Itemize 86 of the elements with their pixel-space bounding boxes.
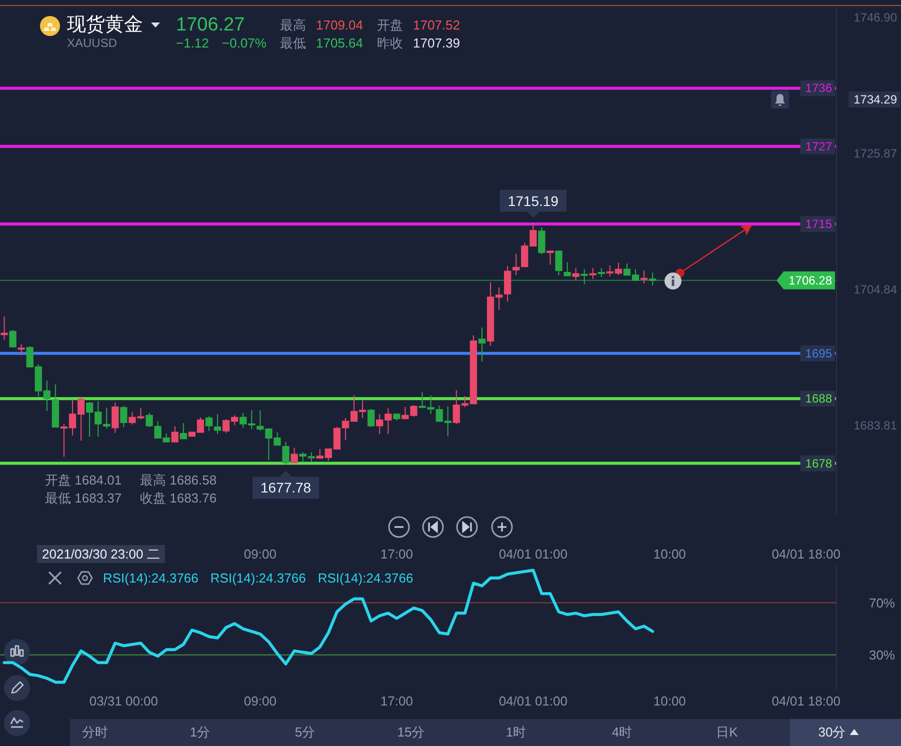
x-tick-label: 10:00	[653, 546, 686, 562]
candlestick	[393, 412, 400, 422]
annotation: 开盘	[377, 18, 403, 32]
text: 分时	[82, 724, 108, 740]
x-tick-label: 17:00	[380, 546, 413, 562]
candlestick	[649, 272, 656, 286]
annotation: 1715.19	[508, 192, 559, 209]
text: 1时	[506, 724, 526, 740]
text: 15分	[397, 724, 425, 740]
annotation: 最低	[280, 36, 306, 50]
candlestick	[120, 405, 128, 428]
annotation: RSI(14):24.3766	[318, 570, 414, 586]
x-tick-label: 10:00	[653, 694, 686, 708]
x-tick-label: 04/01 01:00	[498, 694, 568, 708]
text: 1分	[190, 724, 210, 740]
ref-line-label: 1688	[805, 392, 832, 406]
candlestick	[205, 416, 213, 432]
candlestick	[572, 267, 580, 281]
annotation: 最低 1683.37	[45, 490, 122, 506]
text: RSI(14):24.3766	[103, 570, 198, 586]
candlestick	[180, 422, 187, 440]
ref-line-label: 1727	[805, 139, 832, 154]
ref-line-label: 1678	[805, 456, 832, 470]
text: 日K	[716, 724, 738, 740]
candlestick	[580, 268, 588, 285]
y-tick-label: 1704.84	[854, 282, 898, 297]
ref-line-label: 1706.28	[788, 273, 832, 288]
candlestick	[598, 267, 605, 278]
annotation: 1709.04	[316, 18, 363, 32]
annotation: 昨收	[377, 36, 403, 50]
text: 现货黄金	[67, 14, 143, 36]
candlestick	[290, 447, 298, 464]
y-tick-label: 1746.90	[854, 10, 898, 25]
text: 4时	[612, 724, 632, 740]
candlestick	[368, 408, 375, 428]
annotation: 1707.52	[413, 18, 460, 32]
text: XAUUSD	[67, 36, 118, 50]
candlestick	[214, 414, 222, 435]
text: 5分	[294, 724, 316, 740]
y-tick-label: 1725.87	[854, 146, 898, 161]
candlestick	[112, 402, 119, 434]
candlestick	[171, 426, 178, 442]
text: 1734.29	[854, 92, 898, 106]
annotation: RSI(14):24.3766	[210, 570, 306, 586]
annotation: −0.07%	[222, 36, 267, 50]
x-tick-label: 04/01 01:00	[498, 546, 568, 562]
annotation: 收盘 1683.76	[140, 490, 217, 506]
annotation: 1706.27	[176, 14, 245, 36]
candlestick	[18, 344, 25, 356]
candlestick	[538, 226, 546, 255]
candlestick	[52, 384, 60, 428]
y-tick-label: 70%	[868, 595, 896, 610]
text: 30分	[818, 724, 846, 740]
x-tick-label: 17:00	[380, 694, 413, 708]
candlestick	[555, 250, 562, 276]
ref-line-label: 1715	[805, 216, 832, 231]
candlestick	[640, 270, 648, 284]
x-tick-label: 09:00	[244, 694, 276, 708]
annotation: 最高	[280, 18, 306, 32]
candlestick	[282, 441, 290, 466]
candlestick	[564, 262, 571, 276]
annotation: −1.12	[176, 36, 209, 50]
candlestick	[0, 316, 8, 340]
candlestick	[478, 326, 486, 362]
candlestick	[9, 330, 16, 348]
candlestick	[308, 452, 315, 462]
x-tick-label: 04/01 18:00	[772, 694, 840, 708]
candlestick	[504, 266, 512, 302]
line-series	[2, 568, 654, 684]
x-tick-label: 09:00	[244, 546, 276, 562]
x-tick-label: 04/01 18:00	[772, 546, 840, 562]
annotation: 1677.78	[260, 480, 312, 496]
candlestick	[512, 253, 520, 276]
candlestick	[299, 452, 306, 462]
ref-line-label: 1695	[805, 346, 832, 360]
annotation: 开盘 1684.01	[45, 472, 122, 488]
annotation: 1707.39	[413, 36, 460, 50]
candlestick	[546, 250, 554, 266]
text: 2021/03/30 23:00 二	[42, 546, 160, 562]
annotation: 1705.64	[316, 36, 363, 50]
x-tick-label: 03/31 00:00	[89, 694, 158, 708]
annotation: 最高 1686.58	[140, 472, 217, 488]
y-tick-label: 30%	[868, 647, 896, 662]
candlestick	[589, 267, 596, 280]
ref-line-label: 1736	[805, 81, 832, 96]
y-tick-label: 1683.81	[854, 418, 898, 433]
